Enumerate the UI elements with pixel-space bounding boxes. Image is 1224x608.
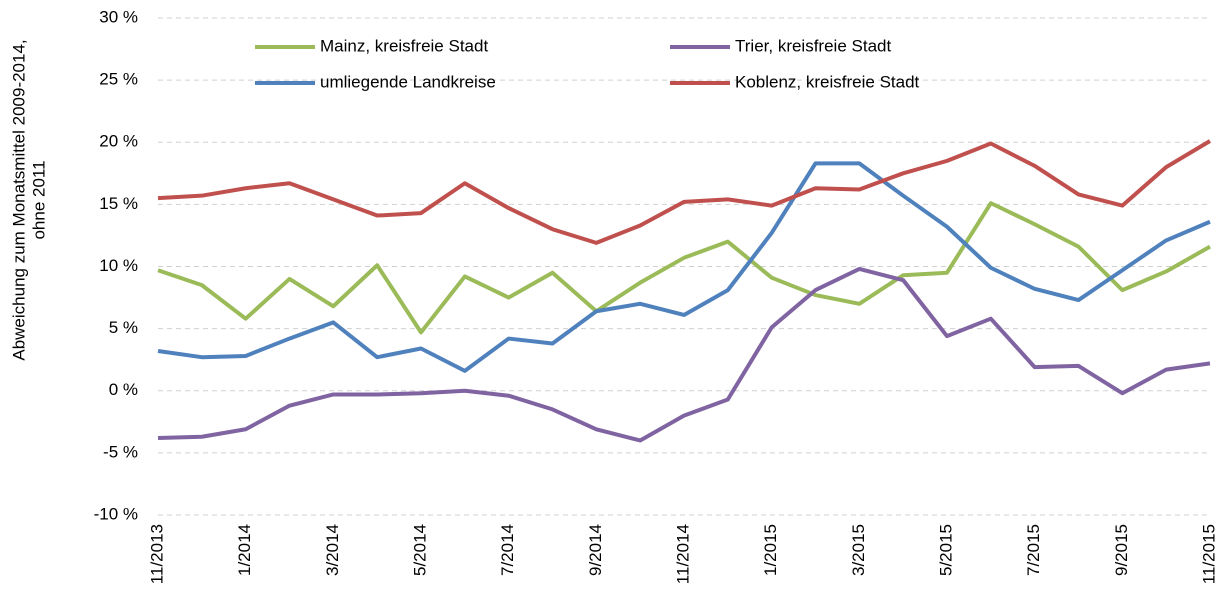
x-tick-label: 11/2013 [147,524,166,584]
x-tick-label: 3/2014 [323,524,342,576]
x-tick-label: 7/2014 [498,524,517,576]
series-line [157,139,1212,245]
x-tick-label: 1/2015 [761,524,780,576]
x-tick-label: 1/2014 [235,524,254,576]
legend-label: Trier, kreisfreie Stadt [735,36,891,55]
y-tick-label: 25 % [99,70,138,89]
legend-label: umliegende Landkreise [320,72,496,91]
x-tick-label: 3/2015 [849,524,868,576]
legend-label: Mainz, kreisfreie Stadt [320,36,488,55]
y-label-line: Abweichung zum Monatsmittel 2009-2014, [9,39,28,360]
x-tick-label: 11/2015 [1199,524,1218,584]
x-tick-label: 9/2015 [1112,524,1131,576]
series-line [157,201,1211,335]
y-label-line: ohne 2011 [29,160,48,239]
x-tick-label: 9/2014 [586,524,605,576]
x-tick-label: 5/2014 [410,524,429,576]
y-tick-label: 10 % [99,256,138,275]
y-tick-label: 20 % [99,132,138,151]
x-tick-label: 5/2015 [936,524,955,576]
y-tick-label: 15 % [99,194,138,213]
y-tick-label: -5 % [103,442,138,461]
y-tick-label: 5 % [109,318,138,337]
series-line [157,161,1211,373]
y-tick-label: 0 % [109,380,138,399]
series-line [157,266,1211,443]
x-tick-label: 7/2015 [1024,524,1043,576]
legend-label: Koblenz, kreisfreie Stadt [735,72,920,91]
y-tick-label: -10 % [94,504,138,523]
x-tick-label: 11/2014 [673,524,692,584]
y-tick-label: 30 % [99,7,138,26]
y-axis-label: Abweichung zum Monatsmittel 2009-2014, o… [9,39,48,360]
